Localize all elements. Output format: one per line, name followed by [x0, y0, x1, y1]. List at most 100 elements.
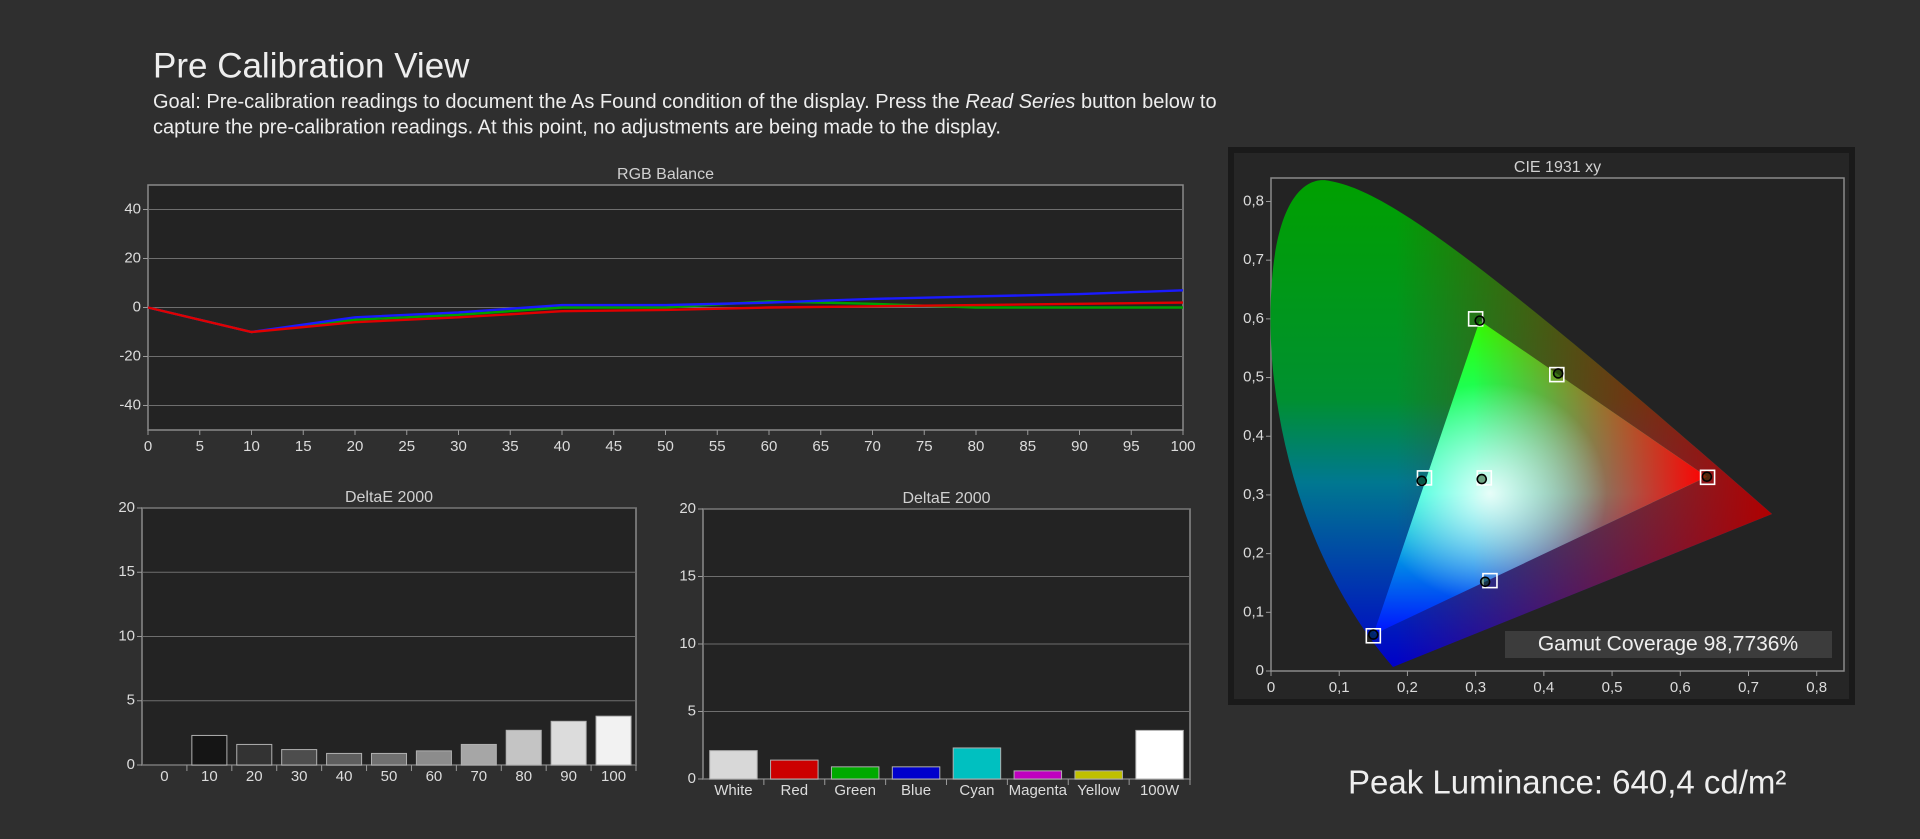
chart: RGB Balance -40 -20 0 20 40 0 5 10 15 20 25 30 35 40 45… — [119, 166, 1195, 455]
measured-marker — [1474, 315, 1486, 326]
y-tick-label: 0,7 — [1243, 251, 1264, 268]
x-tick-label: 0 — [160, 768, 168, 785]
target-marker — [1482, 572, 1498, 589]
x-tick-label: Red — [781, 782, 809, 799]
goal-text-part: button below to — [1075, 91, 1216, 113]
chart-title: RGB Balance — [617, 166, 714, 183]
x-tick-label: 75 — [916, 438, 933, 455]
x-tick-label: 55 — [709, 438, 726, 455]
x-tick-label: 70 — [470, 768, 487, 785]
measured-marker — [1701, 471, 1713, 483]
bar — [830, 766, 880, 780]
y-tick-label: 20 — [124, 249, 141, 266]
y-tick-label: 10 — [118, 627, 135, 644]
x-tick-label: 70 — [864, 438, 881, 455]
y-tick-label: 0,2 — [1243, 545, 1264, 562]
x-tick-label: Blue — [901, 782, 931, 799]
chart-title: DeltaE 2000 — [345, 489, 433, 506]
y-tick-label: 40 — [124, 200, 141, 217]
bar — [236, 743, 273, 766]
y-tick-label: 0,6 — [1243, 310, 1264, 327]
x-tick-label: 0,3 — [1465, 679, 1486, 696]
x-tick-label: 0,1 — [1329, 679, 1350, 696]
x-tick-label: 10 — [243, 438, 260, 455]
y-tick-label: 0,1 — [1243, 603, 1264, 620]
x-tick-label: 90 — [1071, 438, 1088, 455]
x-tick-label: 0,4 — [1533, 679, 1554, 696]
x-tick-label: Cyan — [959, 782, 994, 799]
x-tick-label: 60 — [426, 768, 443, 785]
bar — [770, 759, 819, 780]
bar — [281, 749, 318, 766]
chart-title: CIE 1931 xy — [1514, 159, 1601, 176]
y-tick-label: 0 — [1256, 662, 1264, 679]
x-tick-label: 100W — [1140, 782, 1180, 799]
y-tick-label: 0 — [688, 770, 696, 787]
measured-marker — [1416, 475, 1428, 487]
goal-text: capture the pre-calibration readings. At… — [153, 116, 1001, 138]
x-tick-label: 0,5 — [1602, 679, 1623, 696]
x-tick-label: White — [714, 782, 752, 799]
bar — [891, 766, 941, 780]
y-tick-label: 5 — [127, 692, 135, 709]
x-tick-label: Green — [834, 782, 876, 799]
y-tick-label: 10 — [679, 635, 696, 652]
y-tick-label: 15 — [118, 563, 135, 580]
x-tick-label: 100 — [601, 768, 626, 785]
bar — [460, 743, 497, 766]
goal-emphasis: Read Series — [965, 91, 1075, 113]
x-tick-label: 45 — [605, 438, 622, 455]
x-tick-label: 65 — [812, 438, 829, 455]
x-tick-label: 50 — [657, 438, 674, 455]
x-tick-label: 30 — [450, 438, 467, 455]
goal-text: Goal: Pre-calibration readings to docume… — [153, 91, 1217, 113]
x-tick-label: 35 — [502, 438, 519, 455]
y-tick-label: 0,4 — [1243, 427, 1264, 444]
x-tick-label: Yellow — [1077, 782, 1120, 799]
bar — [505, 729, 542, 766]
annotation-box — [1505, 631, 1832, 658]
measured-marker — [1552, 368, 1564, 379]
bar — [709, 750, 758, 780]
x-tick-label: 60 — [761, 438, 778, 455]
y-tick-label: 20 — [679, 500, 696, 517]
y-tick-label: 15 — [679, 567, 696, 584]
y-tick-label: 5 — [688, 702, 696, 719]
y-tick-label: -20 — [119, 347, 141, 364]
gamut-triangle — [1373, 320, 1707, 635]
chart: DeltaE 2000 0 5 10 15 20 0 10 20 30 40 50 60 70 80 90 10… — [118, 489, 637, 785]
chart: DeltaE 2000 0 5 10 15 20 White Red Green Blue Cyan… — [679, 490, 1191, 799]
gamut-coverage: Gamut Coverage 98,7736% — [1538, 633, 1798, 656]
target-marker — [1365, 627, 1382, 644]
x-tick-label: 95 — [1123, 438, 1140, 455]
x-tick-label: 90 — [560, 768, 577, 785]
series-line — [147, 289, 1184, 334]
target-marker — [1699, 469, 1716, 486]
x-tick-label: 0,8 — [1806, 679, 1827, 696]
bar — [1135, 729, 1184, 780]
x-tick-label: 20 — [347, 438, 364, 455]
bar — [595, 715, 632, 766]
y-tick-label: 0,3 — [1243, 486, 1264, 503]
x-tick-label: 50 — [381, 768, 398, 785]
x-tick-label: 0,2 — [1397, 679, 1418, 696]
y-tick-label: 0 — [133, 298, 141, 315]
x-tick-label: 0,6 — [1670, 679, 1691, 696]
x-tick-label: 15 — [295, 438, 312, 455]
x-tick-label: 5 — [196, 438, 204, 455]
x-tick-label: 100 — [1170, 438, 1195, 455]
goal-text-part: Goal: Pre-calibration readings to docume… — [153, 91, 965, 113]
bar — [952, 747, 1002, 780]
page-title: Pre Calibration View — [153, 46, 470, 85]
x-tick-label: 80 — [968, 438, 985, 455]
chart: CIE 1931 xy 0 0,1 0,2 0,3 0,4 0,5 0,6 0,7 0,8 0 0,1… — [1243, 159, 1845, 696]
y-tick-label: 0 — [127, 756, 135, 773]
target-marker — [1467, 311, 1484, 327]
x-tick-label: 0 — [1267, 679, 1275, 696]
x-tick-label: 30 — [291, 768, 308, 785]
x-tick-label: 25 — [398, 438, 415, 455]
x-tick-label: 20 — [246, 768, 263, 785]
bar — [370, 752, 408, 766]
x-tick-label: 0 — [144, 438, 152, 455]
